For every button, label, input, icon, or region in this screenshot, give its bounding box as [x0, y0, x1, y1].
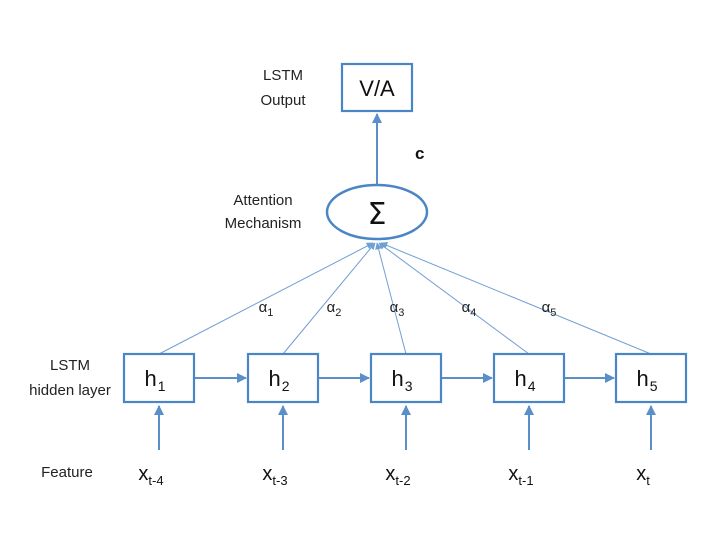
feature-x-1: xt-4 [138, 463, 163, 488]
alpha-label-2: α2 [327, 299, 342, 319]
alpha-label-5: α5 [542, 299, 557, 319]
hidden-layer-label-line2: hidden layer [29, 382, 111, 399]
alpha-label-4: α4 [462, 299, 477, 319]
attention-line-4 [378, 242, 530, 355]
hidden-unit-box-2 [246, 352, 320, 404]
feature-x-2: xt-3 [262, 463, 287, 488]
lstm-output-label-line2: Output [260, 92, 306, 109]
hidden-unit-box-4 [492, 352, 566, 404]
hidden-unit-label-4: h4 [514, 366, 535, 394]
feature-x-4: xt-1 [508, 463, 533, 488]
context-vector-label: c [415, 144, 424, 163]
input-arrows [154, 405, 656, 450]
feature-x-5: xt [636, 463, 650, 488]
attention-label-line1: Attention [233, 192, 292, 209]
lstm-output-label-line1: LSTM [263, 67, 303, 84]
attention-weight-lines [158, 242, 652, 355]
attention-weights: α1 α2 α3 α4 α5 [259, 299, 557, 319]
attention-line-1 [158, 242, 374, 355]
output-box [340, 62, 414, 113]
alpha-label-3: α3 [390, 299, 405, 319]
hidden-units: h1 h2 h3 h4 h5 [122, 352, 688, 404]
hidden-unit-label-1: h1 [144, 366, 165, 394]
attention-line-2 [282, 242, 376, 355]
feature-labels: xt-4 xt-3 xt-2 xt-1 xt [138, 463, 650, 488]
hidden-unit-label-3: h3 [391, 366, 412, 394]
hidden-unit-box-1 [122, 352, 196, 404]
attention-line-5 [380, 242, 652, 355]
output-box-label: V/A [359, 76, 395, 101]
hidden-layer-label-line1: LSTM [50, 357, 90, 374]
hidden-unit-box-5 [614, 352, 688, 404]
alpha-label-1: α1 [259, 299, 274, 319]
sum-symbol: Σ [368, 197, 387, 232]
attention-label-line2: Mechanism [225, 215, 302, 232]
attention-line-3 [375, 242, 407, 355]
attention-sum-node [325, 183, 429, 241]
feature-label: Feature [41, 464, 93, 481]
feature-x-3: xt-2 [385, 463, 410, 488]
hidden-unit-box-3 [369, 352, 443, 404]
hidden-unit-label-5: h5 [636, 366, 657, 394]
hidden-unit-label-2: h2 [268, 366, 289, 394]
